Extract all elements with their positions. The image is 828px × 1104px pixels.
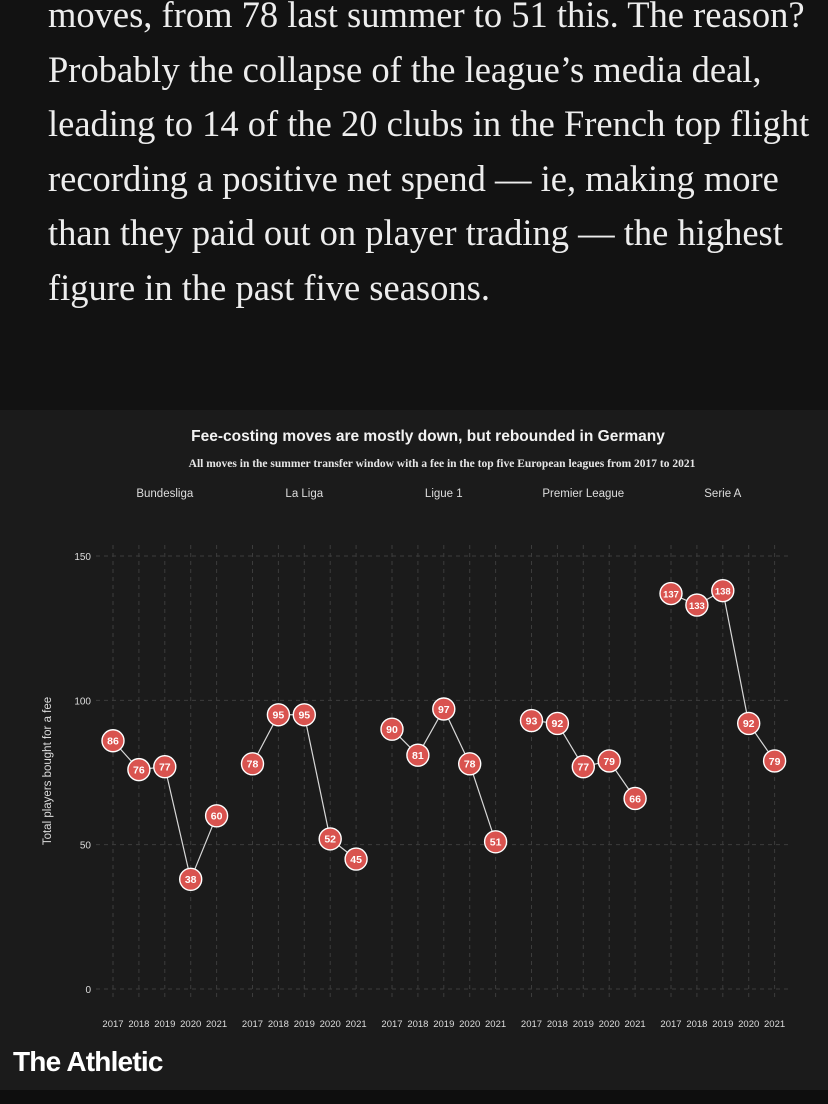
data-label: 93 (526, 715, 538, 727)
data-label: 38 (185, 874, 197, 886)
data-point (545, 711, 570, 736)
data-point (659, 581, 683, 606)
data-label: 79 (603, 756, 615, 768)
data-label: 78 (464, 759, 476, 771)
data-point (762, 749, 787, 773)
y-tick-label: 150 (74, 552, 91, 563)
data-label: 77 (577, 762, 589, 774)
x-tick-label: 2017 (242, 1019, 263, 1030)
y-axis-label: Total players bought for a fee (42, 697, 54, 845)
x-tick-label: 2018 (686, 1019, 707, 1030)
x-tick-label: 2021 (625, 1019, 646, 1030)
chart-subtitle: All moves in the summer transfer window … (188, 458, 696, 470)
x-tick-label: 2018 (407, 1019, 428, 1030)
data-label: 95 (298, 710, 310, 722)
data-label: 86 (107, 736, 119, 748)
data-point (101, 729, 125, 753)
brand-logo[interactable]: The Athletic (13, 1046, 163, 1077)
x-tick-label: 2017 (660, 1019, 681, 1030)
data-point (153, 755, 177, 779)
x-tick-label: 2019 (573, 1019, 594, 1030)
x-tick-label: 2018 (128, 1019, 149, 1030)
x-tick-label: 2019 (294, 1019, 315, 1030)
data-label: 60 (211, 811, 223, 823)
data-point (458, 752, 482, 776)
data-point (178, 867, 203, 892)
article-paragraph: moves, from 78 last summer to 51 this. T… (48, 0, 810, 308)
data-label: 77 (159, 762, 171, 774)
data-point (711, 578, 735, 603)
x-tick-label: 2017 (102, 1019, 123, 1030)
data-label: 52 (324, 834, 336, 846)
data-point (240, 752, 265, 776)
article-body: moves, from 78 last summer to 51 this. T… (0, 0, 828, 410)
data-point (344, 847, 368, 871)
bottom-bar (0, 1090, 828, 1104)
facet-label: La Liga (285, 488, 323, 500)
data-point (318, 827, 342, 851)
y-tick-label: 0 (85, 985, 91, 996)
data-label: 76 (133, 764, 145, 776)
series-line (391, 707, 497, 842)
facet-label: Serie A (704, 488, 741, 500)
data-point (571, 755, 595, 779)
data-label: 95 (273, 710, 285, 722)
y-tick-label: 100 (74, 696, 91, 707)
x-tick-label: 2021 (485, 1019, 506, 1030)
x-tick-label: 2019 (712, 1019, 733, 1030)
data-label: 97 (438, 704, 450, 716)
facet-label: Bundesliga (136, 488, 194, 500)
data-point (483, 830, 508, 854)
x-tick-label: 2017 (521, 1019, 542, 1030)
data-point (266, 703, 291, 727)
data-point (432, 697, 456, 721)
data-point (597, 749, 621, 773)
x-tick-label: 2020 (459, 1019, 480, 1030)
data-label: 81 (412, 750, 424, 762)
facet-label: Premier League (542, 488, 624, 500)
data-point (406, 743, 430, 767)
data-point (204, 804, 229, 828)
x-tick-label: 2021 (346, 1019, 367, 1030)
data-label: 133 (689, 601, 705, 612)
x-tick-label: 2021 (764, 1019, 785, 1030)
data-point (737, 711, 761, 736)
x-tick-label: 2017 (381, 1019, 402, 1030)
y-tick-label: 50 (80, 841, 92, 852)
facet-label: Ligue 1 (425, 488, 463, 500)
x-tick-label: 2019 (433, 1019, 454, 1030)
data-label: 66 (629, 793, 641, 805)
x-tick-label: 2018 (547, 1019, 568, 1030)
x-tick-label: 2020 (599, 1019, 620, 1030)
data-point (519, 708, 544, 733)
data-label: 51 (490, 837, 502, 849)
data-label: 45 (350, 854, 362, 866)
data-label: 78 (247, 759, 259, 771)
data-label: 79 (769, 756, 781, 768)
x-tick-label: 2021 (206, 1019, 227, 1030)
data-label: 92 (552, 718, 564, 730)
x-tick-label: 2019 (154, 1019, 175, 1030)
x-tick-label: 2020 (738, 1019, 759, 1030)
data-label: 90 (386, 724, 398, 736)
data-point (127, 757, 151, 782)
data-point (623, 786, 647, 811)
data-label: 137 (663, 589, 679, 600)
data-point (685, 593, 709, 617)
chart-title: Fee-costing moves are mostly down, but r… (191, 428, 665, 445)
data-point (292, 703, 316, 727)
x-tick-label: 2020 (320, 1019, 341, 1030)
x-tick-label: 2020 (180, 1019, 201, 1030)
data-label: 92 (743, 718, 755, 730)
x-tick-label: 2018 (268, 1019, 289, 1030)
data-label: 138 (715, 586, 731, 597)
data-point (380, 717, 404, 741)
